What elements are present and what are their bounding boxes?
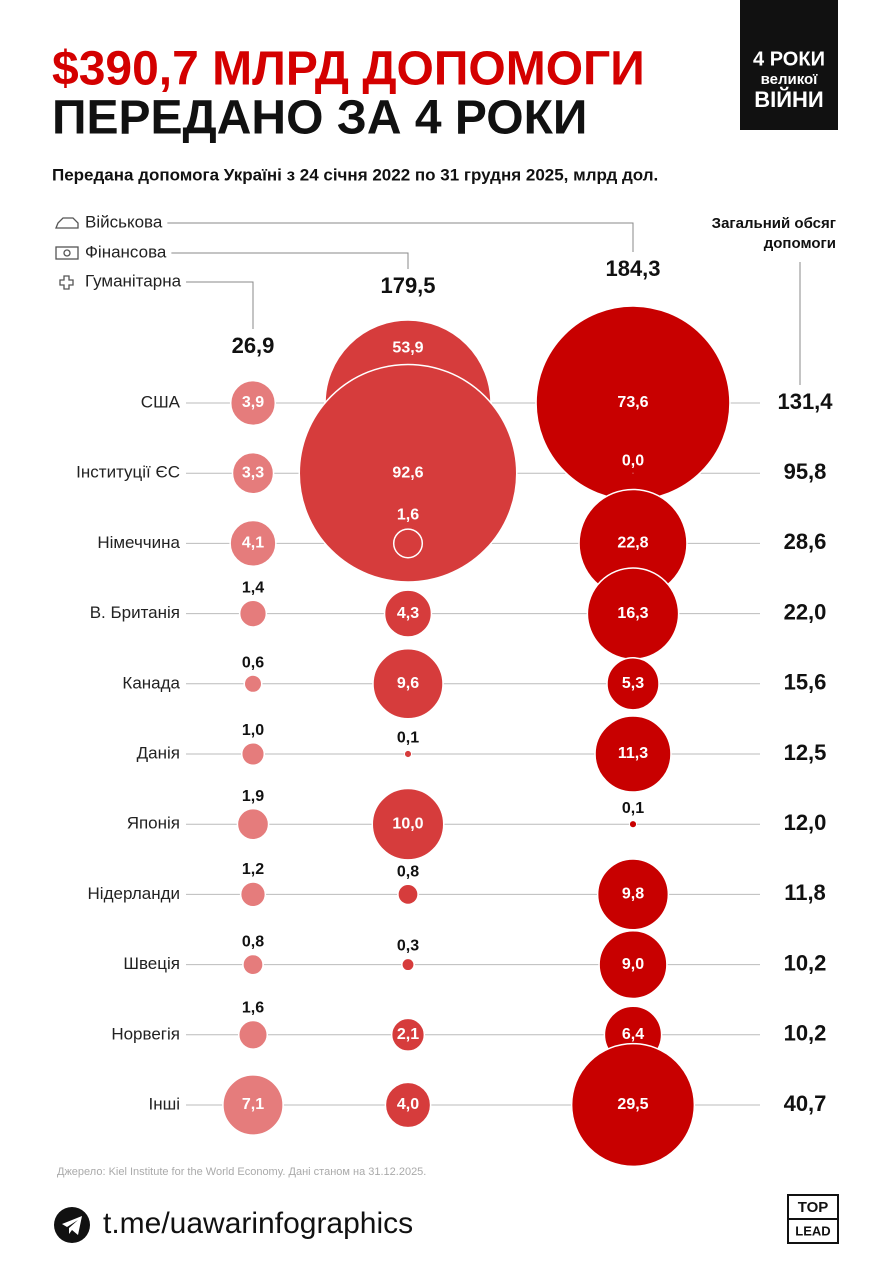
value-label: 0,1	[397, 730, 419, 747]
link[interactable]: t.me/uawarinfographics	[103, 1207, 413, 1240]
total-value: 40,7	[784, 1091, 827, 1116]
value-label: 6,4	[622, 1026, 644, 1043]
value-label: 0,1	[622, 800, 644, 817]
bubble	[402, 958, 414, 970]
category-label: Інституції ЄС	[76, 463, 180, 482]
total-value: 10,2	[784, 950, 827, 975]
category-label: Інші	[148, 1094, 180, 1113]
badge-line: великої	[761, 71, 819, 88]
category-label: Швеція	[123, 954, 180, 973]
value-label: 5,3	[622, 675, 644, 692]
value-label: 1,0	[242, 722, 264, 739]
series-total: 26,9	[232, 333, 275, 358]
subtitle: Передана допомога Україні з 24 січня 202…	[52, 165, 658, 184]
series-total: 184,3	[605, 256, 660, 281]
category-label: В. Британія	[90, 603, 180, 622]
totals-title: Загальний обсяг	[712, 215, 836, 232]
value-label: 7,1	[242, 1096, 264, 1113]
category-label: Німеччина	[97, 533, 180, 552]
bubble	[404, 750, 411, 757]
value-label: 0,0	[622, 452, 644, 469]
source: Джерело: Kiel Institute for the World Ec…	[57, 1166, 426, 1178]
value-label: 1,4	[242, 579, 264, 596]
bubble	[244, 675, 262, 693]
value-label: 73,6	[617, 394, 648, 411]
bubble	[240, 600, 267, 627]
total-value: 28,6	[784, 529, 827, 554]
category-label: Канада	[122, 673, 180, 692]
value-label: 3,9	[242, 394, 264, 411]
value-label: 9,6	[397, 675, 419, 692]
value-label: 1,2	[242, 861, 264, 878]
value-label: 1,6	[242, 1000, 264, 1017]
bubble	[237, 809, 268, 840]
bubble	[243, 954, 263, 974]
bubble	[242, 743, 265, 766]
logo-text: LEAD	[795, 1223, 830, 1238]
total-value: 22,0	[784, 599, 827, 624]
legend-label: Гуманітарна	[85, 271, 182, 290]
value-label: 4,3	[397, 605, 419, 622]
value-label: 1,9	[242, 788, 264, 805]
category-label: Данія	[137, 743, 180, 762]
value-label: 29,5	[617, 1096, 648, 1113]
title-line1: $390,7 МЛРД ДОПОМОГИ	[52, 43, 645, 96]
value-label: 4,0	[397, 1096, 419, 1113]
total-value: 11,8	[784, 880, 826, 905]
value-label: 0,3	[397, 938, 419, 955]
value-label: 53,9	[392, 339, 423, 356]
value-label: 3,3	[242, 464, 264, 481]
bubble	[398, 884, 418, 904]
category-label: Норвегія	[111, 1024, 180, 1043]
total-value: 131,4	[777, 389, 833, 414]
badge-line: 4 РОКИ	[753, 48, 825, 70]
value-label: 16,3	[617, 605, 648, 622]
total-value: 95,8	[784, 459, 827, 484]
legend-label: Військова	[85, 212, 163, 231]
bubble	[239, 1021, 268, 1050]
value-label: 0,6	[242, 654, 264, 671]
value-label: 11,3	[618, 745, 648, 762]
value-label: 10,0	[392, 815, 423, 832]
value-label: 0,8	[242, 934, 264, 951]
series-total: 179,5	[380, 273, 435, 298]
legend-label: Фінансова	[85, 242, 167, 261]
totals-title: допомоги	[764, 235, 836, 252]
value-label: 1,6	[397, 506, 419, 523]
category-label: Японія	[127, 814, 180, 833]
bubble	[394, 529, 423, 558]
value-label: 92,6	[392, 464, 423, 481]
category-label: Нідерланди	[88, 884, 180, 903]
value-label: 0,8	[397, 864, 419, 881]
total-value: 12,0	[784, 810, 827, 835]
category-label: США	[141, 392, 181, 411]
badge-line: ВІЙНИ	[754, 87, 824, 112]
value-label: 9,0	[622, 956, 644, 973]
title-line2: ПЕРЕДАНО ЗА 4 РОКИ	[52, 92, 587, 145]
total-value: 10,2	[784, 1021, 827, 1046]
bubble	[629, 821, 636, 828]
value-label: 4,1	[242, 535, 264, 552]
value-label: 2,1	[397, 1026, 419, 1043]
total-value: 15,6	[784, 670, 827, 695]
logo-text: TOP	[798, 1199, 829, 1216]
total-value: 12,5	[784, 740, 827, 765]
telegram-icon	[54, 1207, 90, 1243]
value-label: 9,8	[622, 886, 644, 903]
bubble	[241, 882, 266, 907]
value-label: 22,8	[617, 535, 648, 552]
